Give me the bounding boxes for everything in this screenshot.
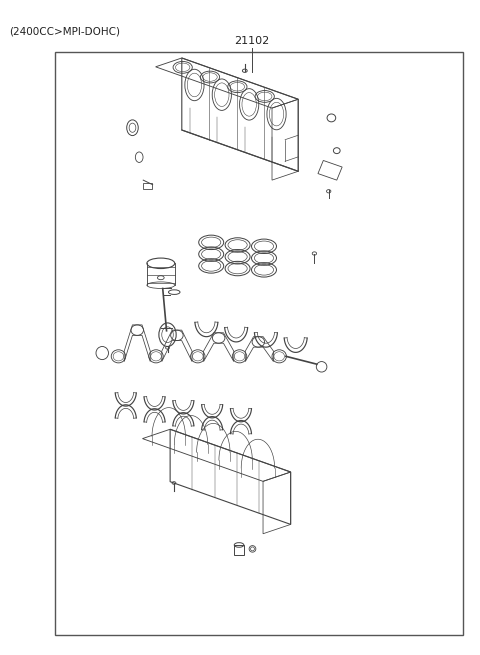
Text: 21102: 21102 [234,36,270,46]
Bar [234,545,244,555]
Text: (2400CC>MPI-DOHC): (2400CC>MPI-DOHC) [10,26,120,36]
Bar [143,183,152,189]
Bar [55,52,463,635]
